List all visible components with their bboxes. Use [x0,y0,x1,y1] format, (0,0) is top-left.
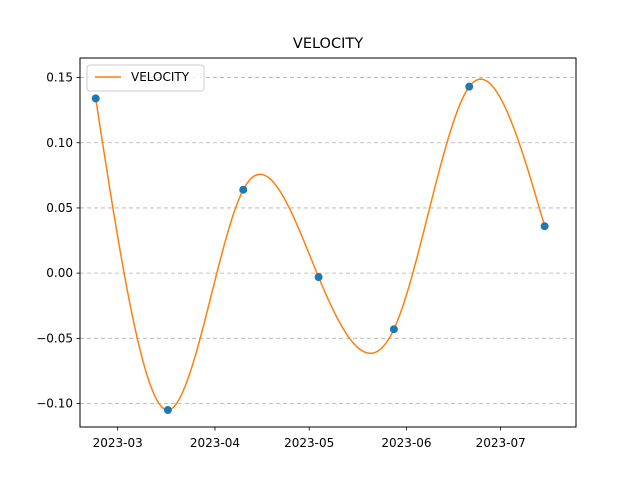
grid-lines [80,77,576,404]
legend-box [86,64,205,92]
y-tick-label: −0.05 [36,331,73,345]
series-points-layer [91,82,549,415]
y-tick-label: 0.05 [46,201,73,215]
x-axis: 2023-03 2023-04 2023-05 2023-06 2023-07 [93,427,526,450]
data-point [163,406,172,415]
legend-label: VELOCITY [131,70,190,84]
legend: VELOCITY [86,64,205,92]
plot-frame [79,57,577,428]
y-tick-label: 0.10 [46,136,73,150]
data-point [314,273,323,282]
data-point [239,185,248,194]
y-axis: −0.10 −0.05 0.00 0.05 0.10 0.15 [36,71,80,411]
x-tick-label: 2023-03 [93,436,143,450]
data-point [465,82,474,91]
data-point [389,325,398,334]
x-tick-label: 2023-05 [284,436,334,450]
x-tick-label: 2023-06 [381,436,431,450]
y-tick-label: 0.15 [46,71,73,85]
y-tick-label: −0.10 [36,397,73,411]
x-tick-label: 2023-07 [476,436,526,450]
x-tick-label: 2023-04 [190,436,240,450]
data-point [91,94,100,103]
chart-title: VELOCITY [293,36,363,52]
data-point [540,222,549,231]
y-tick-label: 0.00 [46,266,73,280]
